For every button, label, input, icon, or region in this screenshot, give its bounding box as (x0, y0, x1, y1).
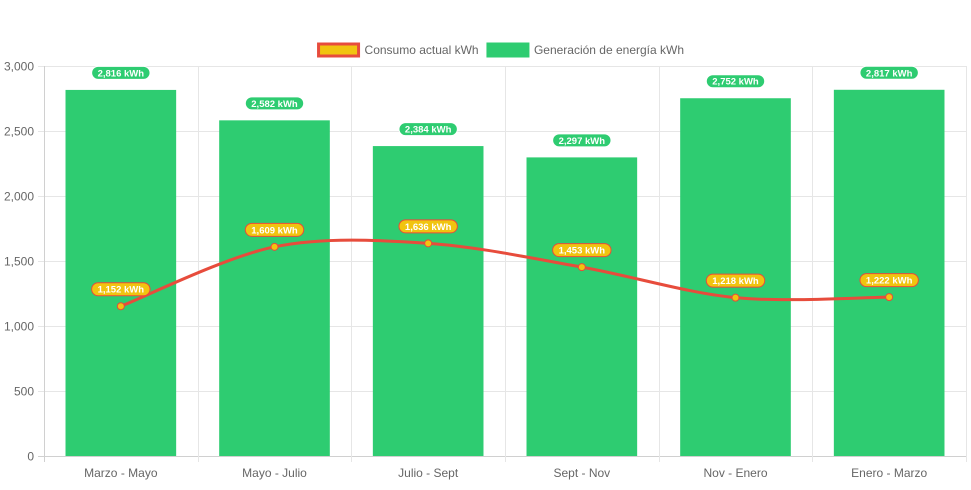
bar-value-label-text: 2,297 kWh (559, 136, 606, 147)
x-tick-label: Mayo - Julio (242, 466, 307, 480)
bar-value-label-text: 2,582 kWh (251, 99, 298, 110)
line-value-label-text: 1,609 kWh (251, 225, 298, 236)
line-point[interactable] (270, 242, 279, 251)
line-value-label: 1,218 kWh (705, 273, 766, 288)
line-point[interactable] (885, 293, 894, 302)
data-labels: 2,816 kWh 2,582 kWh 2,384 kWh 2,297 kWh 2,75… (91, 65, 919, 297)
bar[interactable] (65, 89, 177, 457)
line-value-label: 1,636 kWh (398, 219, 458, 234)
line-value-label: 1,152 kWh (91, 282, 151, 297)
bar-value-label: 2,816 kWh (91, 65, 151, 80)
legend-item[interactable]: Consumo actual kWh (317, 42, 479, 58)
line-value-label-text: 1,222 kWh (866, 276, 913, 287)
bar-value-label-bg (91, 65, 151, 80)
line-value-label: 1,609 kWh (244, 222, 305, 237)
bar-value-label: 2,752 kWh (705, 74, 766, 89)
legend[interactable]: Consumo actual kWh Generación de energía … (317, 42, 684, 58)
x-tick-label: Sept - Nov (553, 466, 610, 480)
line-value-label-bg (552, 243, 612, 258)
line-value-label-bg (91, 282, 151, 297)
axes: 0 500 1,000 1,500 2,000 2,500 3,000 Marzo - May… (4, 60, 928, 481)
legend-label: Generación de energía kWh (534, 43, 684, 57)
x-tick-label: Enero - Marzo (851, 466, 927, 480)
y-tick-label: 0 (27, 450, 34, 464)
bar-series (65, 89, 945, 457)
line-value-label-bg (859, 273, 919, 288)
line-value-label-text: 1,152 kWh (98, 285, 145, 296)
line-value-label: 1,453 kWh (552, 243, 612, 258)
bar[interactable] (372, 146, 484, 456)
legend-swatch (317, 42, 361, 58)
bar[interactable] (526, 157, 638, 456)
line-series (116, 238, 894, 311)
bar[interactable] (833, 89, 945, 456)
y-tick-label: 1,500 (4, 255, 34, 269)
legend-item[interactable]: Generación de energía kWh (486, 42, 684, 58)
bar-value-label-text: 2,817 kWh (866, 68, 913, 79)
legend-label: Consumo actual kWh (365, 43, 479, 57)
line-value-label-bg (398, 219, 458, 234)
line-point[interactable] (424, 239, 433, 248)
bar-value-label: 2,297 kWh (552, 133, 612, 148)
line-point[interactable] (116, 302, 125, 311)
bar-value-label-bg (859, 65, 919, 80)
bar-value-label-bg (705, 74, 766, 89)
x-tick-label: Julio - Sept (398, 466, 459, 480)
legend-swatch (486, 42, 530, 58)
line-value-label: 1,222 kWh (859, 273, 919, 288)
bar-value-label: 2,582 kWh (244, 96, 305, 111)
bar-value-label-bg (552, 133, 612, 148)
x-tick-label: Marzo - Mayo (84, 466, 158, 480)
bar-value-label-text: 2,384 kWh (405, 125, 452, 136)
line-value-label-text: 1,453 kWh (559, 246, 606, 257)
line-value-label-text: 1,636 kWh (405, 222, 452, 233)
y-tick-label: 3,000 (4, 60, 34, 74)
consumption-line[interactable] (120, 238, 890, 308)
line-value-label-text: 1,218 kWh (712, 276, 759, 287)
bar-value-label-text: 2,816 kWh (98, 68, 145, 79)
line-value-label-bg (244, 222, 305, 237)
bar-value-label-bg (244, 96, 305, 111)
line-value-label-bg (705, 273, 766, 288)
bar-value-label: 2,817 kWh (859, 65, 919, 80)
y-tick-label: 2,500 (4, 125, 34, 139)
line-point[interactable] (577, 263, 586, 272)
bar-value-label-text: 2,752 kWh (712, 77, 759, 88)
y-tick-label: 1,000 (4, 320, 34, 334)
grid-lines (38, 66, 967, 462)
x-tick-label: Nov - Enero (703, 466, 767, 480)
bar-value-label-bg (398, 122, 458, 137)
bar-value-label: 2,384 kWh (398, 122, 458, 137)
line-point[interactable] (731, 293, 740, 302)
y-tick-label: 2,000 (4, 190, 34, 204)
y-tick-label: 500 (14, 385, 34, 399)
bar[interactable] (219, 120, 330, 456)
